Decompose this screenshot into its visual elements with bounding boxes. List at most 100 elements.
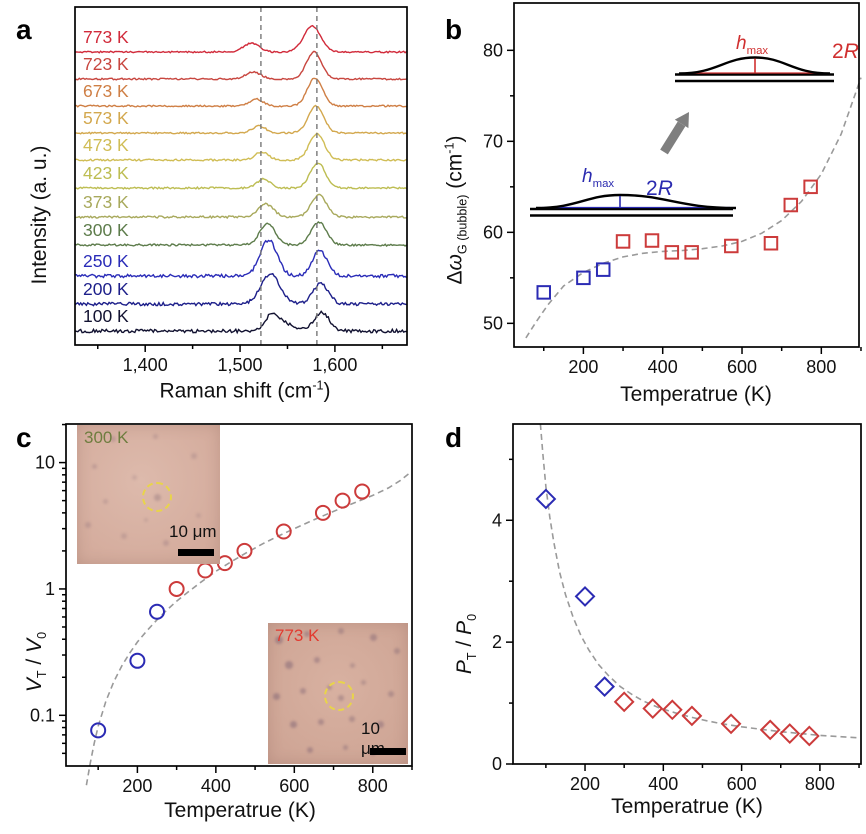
svg-text:70: 70 bbox=[483, 131, 503, 151]
svg-text:1,500: 1,500 bbox=[218, 355, 263, 375]
spectrum-label: 200 K bbox=[83, 279, 129, 299]
data-point bbox=[168, 580, 185, 597]
svg-text:0: 0 bbox=[492, 754, 502, 774]
panel-b: b 200 400 600 800 50 60 70 80 ΔωG (bubble) (cm-… bbox=[433, 0, 866, 417]
scale-bar bbox=[370, 748, 406, 755]
svg-text:800: 800 bbox=[805, 774, 835, 794]
svg-text:2: 2 bbox=[492, 632, 502, 652]
panel-a-x-axis-title: Raman shift (cm-1) bbox=[159, 378, 331, 403]
panel-label-a: a bbox=[16, 14, 32, 45]
data-point bbox=[536, 285, 551, 300]
svg-text:4: 4 bbox=[492, 510, 502, 530]
micro-bubble-spot bbox=[342, 744, 348, 750]
micro-bubble-spot bbox=[349, 715, 355, 722]
spectrum-573K bbox=[74, 104, 407, 135]
hmax-label-high: hmax bbox=[736, 33, 769, 57]
micro-bubble-spot bbox=[393, 648, 400, 655]
spectrum-label: 100 K bbox=[83, 306, 129, 326]
micro-bubble-spot bbox=[191, 452, 198, 459]
panel-b-y-axis-title: ΔωG (bubble) (cm-1) bbox=[442, 135, 470, 285]
axes bbox=[506, 423, 862, 771]
data-point bbox=[275, 523, 292, 540]
data-point bbox=[236, 542, 253, 559]
bubble-pressure-chart: 200 400 600 800 0 2 4 bbox=[492, 423, 862, 794]
spectrum-200K bbox=[74, 272, 407, 307]
data-point bbox=[574, 586, 596, 607]
series-low-T bbox=[536, 262, 611, 300]
data-point bbox=[798, 725, 820, 747]
micro-bubble-spot bbox=[388, 690, 395, 697]
svg-text:1,600: 1,600 bbox=[312, 355, 357, 375]
scale-bar bbox=[178, 549, 214, 556]
data-point bbox=[642, 698, 664, 719]
panel-a-y-axis-title: Intensity (a. u.) bbox=[28, 145, 51, 285]
micro-bubble-spot bbox=[153, 433, 159, 439]
panel-b-x-axis-title: Temperatrue (K) bbox=[620, 383, 772, 406]
svg-text:800: 800 bbox=[358, 776, 388, 796]
plot-border bbox=[65, 423, 413, 767]
svg-text:80: 80 bbox=[483, 40, 503, 60]
spectrum-label: 423 K bbox=[83, 163, 129, 183]
axes bbox=[74, 6, 408, 352]
spectrum-label: 673 K bbox=[83, 81, 129, 101]
data-point bbox=[576, 270, 591, 286]
data-point bbox=[661, 699, 683, 721]
spectrum-300K bbox=[74, 221, 407, 247]
data-point bbox=[720, 713, 742, 735]
spectrum-423K bbox=[74, 162, 407, 190]
spectrum-label: 250 K bbox=[83, 251, 129, 271]
micro-bubble-spot bbox=[300, 687, 306, 694]
panel-c-x-axis-title: Temperatrue (K) bbox=[164, 799, 316, 822]
plot-border bbox=[512, 423, 862, 765]
raman-spectra-chart: 773 K 723 K 673 K 573 K 473 K 423 K 373 K 300 K… bbox=[74, 6, 408, 375]
data-point bbox=[314, 504, 331, 521]
micro-bubble-spot bbox=[285, 661, 293, 670]
micro-bubble-spot bbox=[304, 631, 311, 638]
panel-d-x-axis-title: Temperatrue (K) bbox=[611, 795, 763, 818]
data-point bbox=[613, 691, 635, 713]
fit-curve bbox=[539, 423, 860, 739]
svg-text:400: 400 bbox=[648, 357, 678, 377]
data-point bbox=[644, 233, 660, 248]
spectrum-label: 723 K bbox=[83, 54, 129, 74]
micro-bubble-spot bbox=[369, 633, 377, 641]
svg-text:600: 600 bbox=[279, 776, 309, 796]
data-point bbox=[681, 705, 703, 727]
micro-bubble-spot bbox=[307, 746, 313, 753]
svg-text:0.1: 0.1 bbox=[30, 705, 55, 725]
scale-bar-label: 10 μm bbox=[169, 522, 217, 541]
svg-text:600: 600 bbox=[727, 774, 757, 794]
micro-bubble-spot bbox=[360, 679, 366, 685]
hmax-label-low: hmax bbox=[582, 166, 615, 190]
data-point bbox=[803, 179, 818, 195]
spectrum-250K bbox=[75, 239, 407, 279]
svg-text:1: 1 bbox=[45, 579, 55, 599]
spectrum-100K bbox=[74, 310, 407, 335]
fit-curve bbox=[525, 77, 862, 339]
micro-bubble-spot bbox=[196, 512, 202, 518]
spectrum-723K bbox=[74, 50, 407, 81]
svg-text:60: 60 bbox=[483, 222, 503, 242]
micro-bubble-spot bbox=[349, 662, 355, 668]
micro-bubble-spot bbox=[337, 628, 344, 635]
series-low-T bbox=[90, 603, 166, 739]
micro-bubble-spot bbox=[143, 517, 148, 522]
spectrum-label: 773 K bbox=[83, 27, 129, 47]
micro-bubble-spot bbox=[131, 475, 137, 481]
tick-labels: 200 400 600 800 0 2 4 bbox=[492, 510, 835, 794]
micrograph-inset-773K: 773 K 10 μm bbox=[268, 623, 408, 764]
panel-c: c 200 400 600 800 0.1 1 10 VT / V0 Temperatrue… bbox=[0, 417, 433, 834]
data-point bbox=[354, 483, 371, 500]
series-high-T bbox=[613, 691, 820, 747]
micro-bubble-spot bbox=[289, 721, 297, 729]
tick-labels: 200 400 600 800 50 60 70 80 bbox=[483, 40, 836, 377]
micro-bubble-spot bbox=[376, 721, 384, 729]
svg-text:600: 600 bbox=[727, 357, 757, 377]
plot-border bbox=[74, 6, 408, 346]
svg-text:1,400: 1,400 bbox=[123, 355, 168, 375]
spectrum-label: 573 K bbox=[83, 108, 129, 128]
bubble-profile bbox=[678, 56, 831, 75]
svg-text:10: 10 bbox=[35, 453, 55, 473]
data-point bbox=[664, 245, 680, 260]
